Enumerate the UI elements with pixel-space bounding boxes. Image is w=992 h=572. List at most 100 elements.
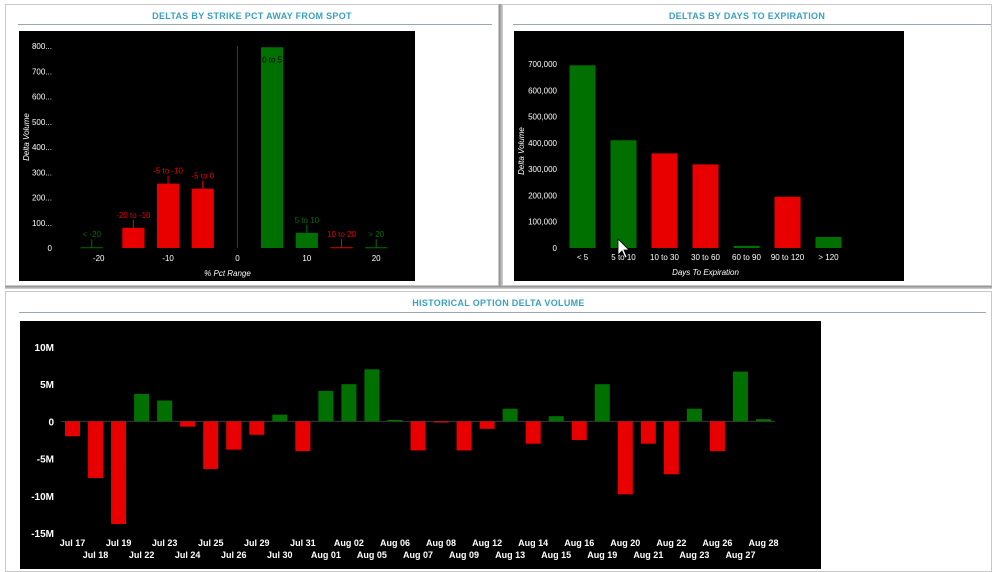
y-tick-label: 100,000 bbox=[528, 218, 557, 227]
x-tick-label: Jul 18 bbox=[83, 550, 109, 560]
x-tick-label: -10 bbox=[162, 254, 174, 263]
x-tick-label: Aug 21 bbox=[633, 550, 663, 560]
expiry-chart-svg: 0 100,000 200,000 300,000 400,000 500,000 600,… bbox=[517, 60, 842, 277]
x-tick-label: Aug 28 bbox=[748, 538, 778, 548]
y-axis-label: Delta Volume bbox=[517, 127, 526, 175]
y-tick-label: 0 bbox=[553, 244, 558, 253]
x-tick-label: Jul 31 bbox=[290, 538, 316, 548]
history-panel-rule bbox=[19, 312, 986, 313]
bar bbox=[692, 164, 719, 248]
bar bbox=[295, 421, 311, 452]
x-tick-label: 20 bbox=[372, 254, 381, 263]
y-tick-label: 200,000 bbox=[528, 191, 557, 200]
expiry-panel-rule bbox=[513, 24, 991, 25]
bar bbox=[261, 47, 284, 249]
bar bbox=[65, 421, 81, 437]
x-tick-label: > 120 bbox=[818, 253, 839, 262]
bar bbox=[191, 188, 214, 248]
bar bbox=[341, 384, 357, 422]
x-tick-label: Aug 06 bbox=[380, 538, 410, 548]
x-tick-label: Jul 25 bbox=[198, 538, 224, 548]
x-axis-label: Days To Expiration bbox=[672, 268, 739, 277]
x-tick-label: 0 bbox=[235, 254, 240, 263]
strike-panel: DELTAS BY STRIKE PCT AWAY FROM SPOT 0 100… bbox=[5, 4, 499, 286]
bar bbox=[156, 183, 180, 248]
x-tick-label: Jul 24 bbox=[175, 550, 201, 560]
y-tick-label: 400... bbox=[32, 143, 52, 152]
bar bbox=[272, 414, 288, 422]
x-tick-label: Aug 08 bbox=[426, 538, 456, 548]
bar bbox=[774, 196, 801, 248]
x-tick-label: Aug 14 bbox=[518, 538, 548, 548]
bar bbox=[157, 400, 173, 422]
x-tick-label: Aug 09 bbox=[449, 550, 479, 560]
panel-shadow bbox=[499, 4, 503, 286]
x-tick-label: Jul 26 bbox=[221, 550, 247, 560]
history-chart: -15M -10M -5M 0 5M 10M Jul 17 Jul 18 Jul 19 Jul 2… bbox=[20, 321, 821, 569]
x-tick-label: Aug 02 bbox=[334, 538, 364, 548]
data-label: > 20 bbox=[368, 230, 384, 239]
history-panel: HISTORICAL OPTION DELTA VOLUME -15M -10M -… bbox=[5, 291, 992, 572]
x-tick-label: Jul 29 bbox=[244, 538, 270, 548]
bar bbox=[651, 153, 678, 248]
bar bbox=[122, 227, 145, 248]
x-tick-label: Jul 23 bbox=[152, 538, 178, 548]
data-label: -20 to -10 bbox=[116, 211, 151, 220]
bar bbox=[88, 421, 104, 478]
bar bbox=[330, 247, 353, 249]
bar bbox=[815, 236, 842, 248]
x-tick-label: 10 bbox=[302, 254, 311, 263]
bar bbox=[571, 421, 587, 440]
bar bbox=[502, 408, 518, 422]
x-tick-label: 90 to 120 bbox=[771, 253, 805, 262]
history-panel-title: HISTORICAL OPTION DELTA VOLUME bbox=[412, 298, 585, 308]
bar bbox=[226, 421, 242, 450]
strike-chart: 0 100... 200... 300... 400... 500... 600... 700… bbox=[19, 31, 415, 281]
x-tick-label: Jul 30 bbox=[267, 550, 293, 560]
y-tick-label: 700,000 bbox=[528, 60, 557, 69]
x-tick-label: Jul 22 bbox=[129, 550, 155, 560]
x-tick-label: 60 to 90 bbox=[732, 253, 761, 262]
bar bbox=[456, 421, 472, 451]
bar bbox=[134, 393, 150, 422]
y-tick-label: 300... bbox=[32, 168, 52, 177]
bar bbox=[686, 408, 702, 422]
bar bbox=[548, 416, 564, 422]
bar bbox=[410, 421, 426, 451]
expiry-panel-title: DELTAS BY DAYS TO EXPIRATION bbox=[668, 11, 826, 21]
x-tick-label: Aug 26 bbox=[702, 538, 732, 548]
x-tick-label: Aug 16 bbox=[564, 538, 594, 548]
y-tick-label: -10M bbox=[31, 492, 54, 503]
bar bbox=[617, 421, 633, 495]
history-chart-svg: -15M -10M -5M 0 5M 10M Jul 17 Jul 18 Jul 19 Jul 2… bbox=[31, 343, 778, 560]
bar bbox=[525, 421, 541, 444]
x-tick-label: Aug 12 bbox=[472, 538, 502, 548]
bar bbox=[387, 419, 403, 422]
data-label: 10 to 20 bbox=[327, 230, 356, 239]
x-tick-label: Aug 22 bbox=[656, 538, 686, 548]
expiry-panel: DELTAS BY DAYS TO EXPIRATION 0 100,000 200… bbox=[502, 4, 992, 286]
bar bbox=[640, 421, 656, 444]
y-tick-label: 500... bbox=[32, 118, 52, 127]
panel-shadow bbox=[5, 286, 992, 289]
y-tick-label: 0 bbox=[48, 244, 53, 253]
data-label: 0 to 5 bbox=[262, 55, 283, 64]
x-tick-label: Jul 17 bbox=[60, 538, 86, 548]
y-tick-label: 500,000 bbox=[528, 113, 557, 122]
bar bbox=[364, 369, 380, 422]
y-tick-label: 5M bbox=[40, 380, 54, 391]
x-tick-label: 30 to 60 bbox=[691, 253, 720, 262]
data-label: -5 to -10 bbox=[153, 167, 183, 176]
x-tick-label: -20 bbox=[93, 254, 105, 263]
bar bbox=[755, 419, 771, 422]
y-tick-label: 400,000 bbox=[528, 139, 557, 148]
x-tick-label: 5 to 10 bbox=[611, 253, 636, 262]
x-axis-label: % Pct Range bbox=[204, 269, 251, 278]
bar bbox=[479, 421, 495, 429]
y-tick-label: 0 bbox=[48, 417, 54, 428]
y-tick-label: 600... bbox=[32, 93, 52, 102]
strike-chart-svg: 0 100... 200... 300... 400... 500... 600... 700… bbox=[22, 42, 388, 278]
bar bbox=[203, 421, 219, 470]
x-tick-label: Aug 19 bbox=[587, 550, 617, 560]
x-tick-label: Jul 19 bbox=[106, 538, 132, 548]
